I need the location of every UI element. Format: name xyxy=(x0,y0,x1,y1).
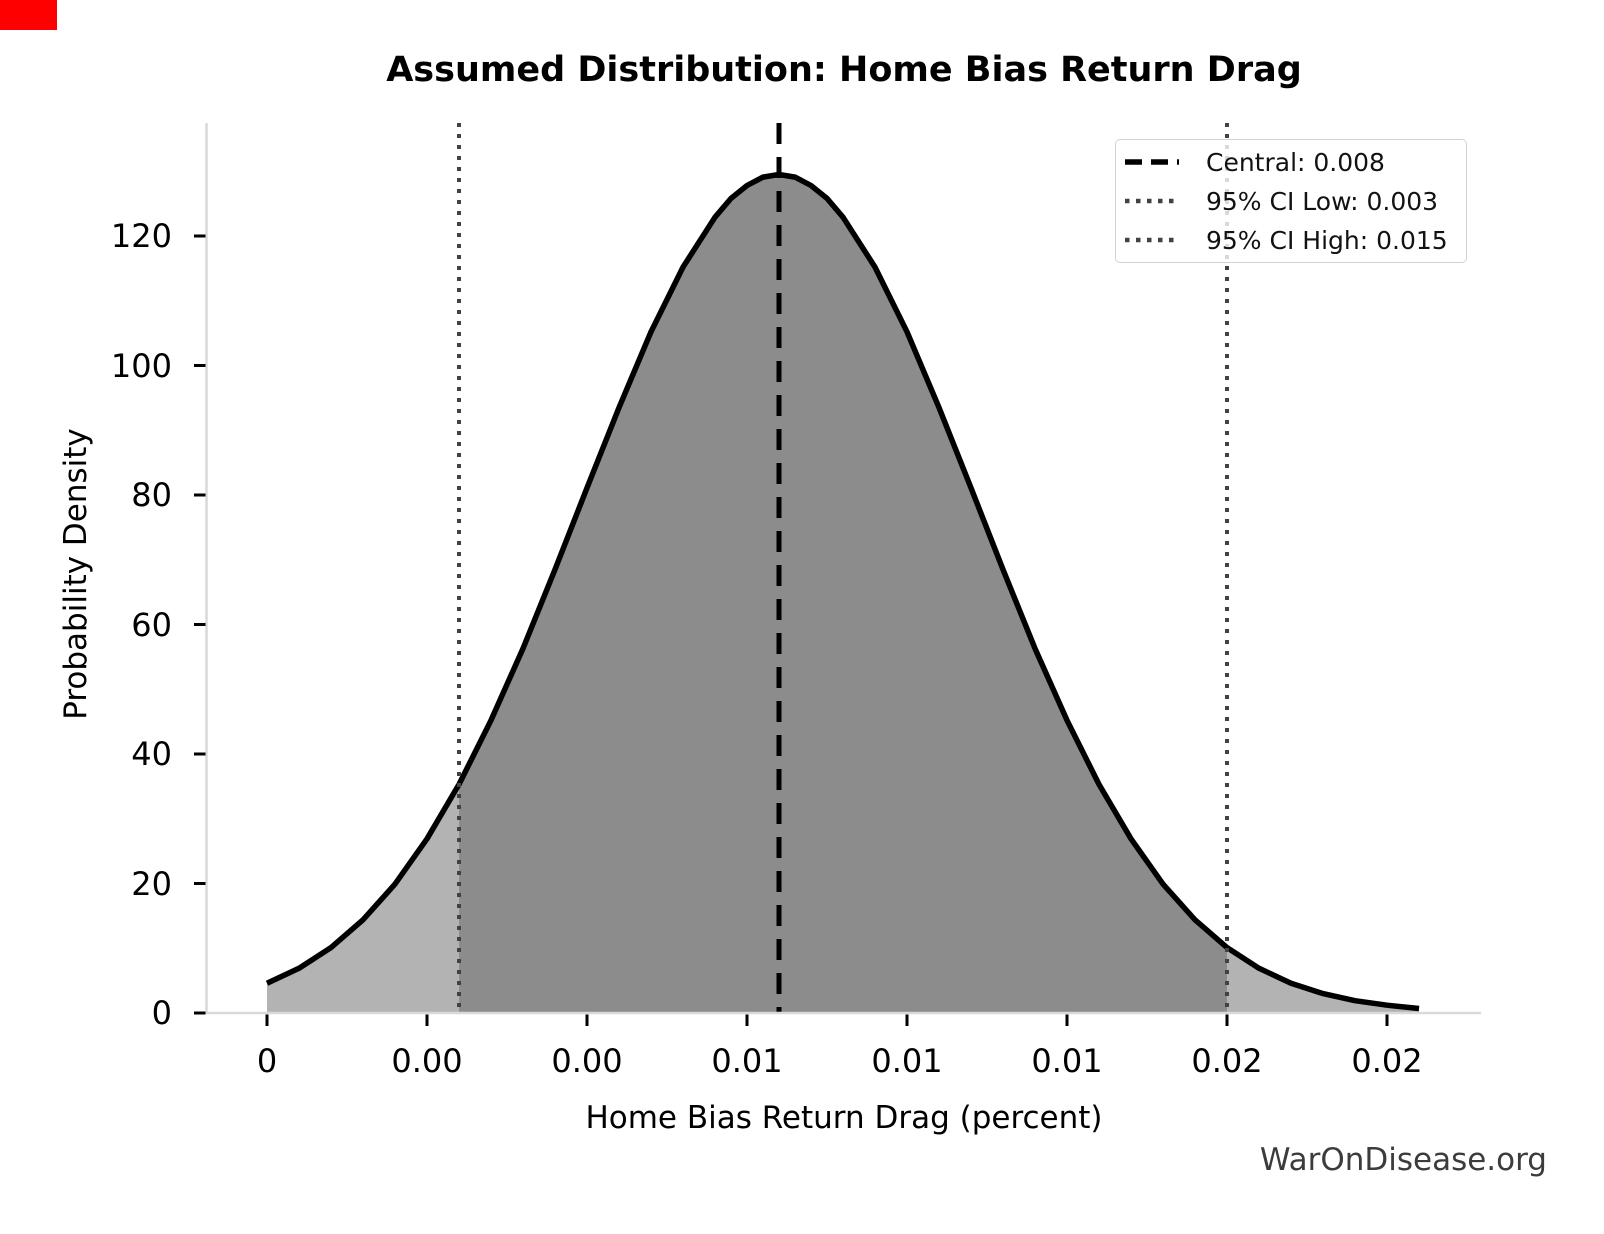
x-tick-label: 0.02 xyxy=(1191,1042,1263,1080)
y-axis-title: Probability Density xyxy=(58,428,94,720)
x-tick-label: 0.01 xyxy=(871,1042,943,1080)
reference-lines xyxy=(457,123,1229,1013)
y-tick-label: 120 xyxy=(110,217,172,255)
legend: Central: 0.008 95% CI Low: 0.003 95% CI … xyxy=(1115,139,1467,263)
dotted-line-sample xyxy=(1125,198,1179,204)
axis-spines xyxy=(205,123,1481,1015)
x-axis-title: Home Bias Return Drag (percent) xyxy=(585,1100,1103,1136)
y-tick-label: 60 xyxy=(131,605,172,644)
legend-label-ci-high: 95% CI High: 0.015 xyxy=(1206,225,1448,255)
x-tick-label: 0.01 xyxy=(1031,1042,1103,1080)
y-tick-label: 20 xyxy=(131,864,172,903)
y-tick-label: 80 xyxy=(131,476,172,514)
legend-item-ci-low: 95% CI Low: 0.003 xyxy=(1116,182,1466,220)
x-tick-label: 0.00 xyxy=(391,1042,463,1080)
x-tick-label: 0.02 xyxy=(1351,1042,1423,1080)
legend-label-ci-low: 95% CI Low: 0.003 xyxy=(1206,186,1439,216)
x-tick-label: 0 xyxy=(256,1042,278,1080)
x-tick-label: 0.00 xyxy=(551,1042,623,1080)
red-square-marker xyxy=(0,0,57,30)
density-fill xyxy=(267,174,1419,1013)
legend-item-central: Central: 0.008 xyxy=(1116,143,1466,181)
density-curve xyxy=(265,171,1420,1012)
y-tick-label: 40 xyxy=(131,735,172,773)
legend-item-ci-high: 95% CI High: 0.015 xyxy=(1116,221,1466,259)
axis-tick-marks xyxy=(194,234,1389,1026)
watermark-text: WarOnDisease.org xyxy=(1259,1142,1547,1178)
chart-title: Assumed Distribution: Home Bias Return D… xyxy=(386,50,1302,90)
dotted-line-sample xyxy=(1125,237,1179,243)
dashed-line-sample xyxy=(1125,159,1179,165)
y-tick-label: 0 xyxy=(151,994,172,1032)
legend-label-central: Central: 0.008 xyxy=(1206,147,1385,177)
x-tick-label: 0.01 xyxy=(711,1042,783,1080)
y-tick-label: 100 xyxy=(110,346,172,385)
